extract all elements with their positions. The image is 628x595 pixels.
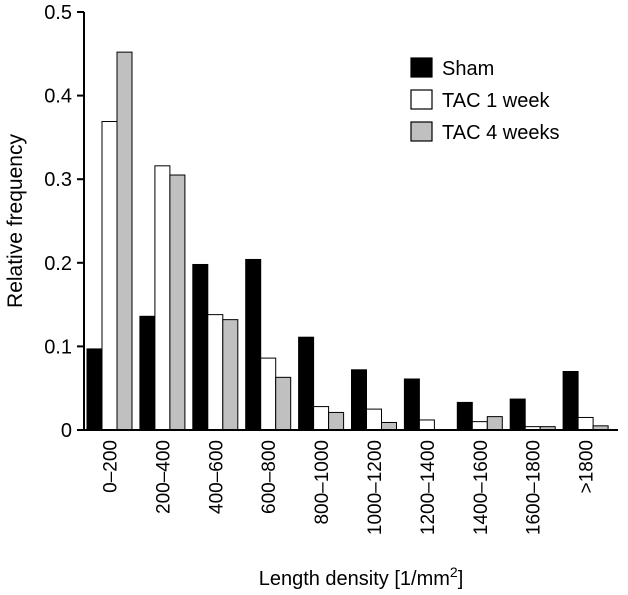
x-ticks-group: 0–200 200–400 400–600 600–800 800–1000 1000–1…	[101, 440, 598, 535]
bar-tac-4-weeks-0	[116, 51, 133, 431]
legend-swatch-tac-1-week	[410, 89, 433, 110]
x-tick-label: 1000–1200	[365, 440, 386, 535]
bar-sham-1	[139, 315, 156, 431]
x-tick-label: 400–600	[206, 440, 227, 514]
bar-sham-9	[562, 370, 579, 431]
y-ticks-group: 0 0.1 0.2 0.3 0.4 0.5	[44, 2, 84, 442]
legend-label-tac-4-weeks: TAC 4 weeks	[442, 122, 559, 144]
bar-tac-1-week-4	[313, 406, 330, 431]
y-tick-label: 0.1	[44, 336, 72, 358]
y-axis-label: Relative frequency	[4, 134, 27, 308]
bar-tac-1-week-9	[577, 416, 594, 431]
bar-tac-1-week-2	[207, 314, 224, 431]
bars-group	[86, 51, 609, 431]
x-axis-label: Length density [1/mm2]	[259, 564, 464, 590]
bar-tac-1-week-0	[101, 121, 118, 431]
legend-label-sham: Sham	[442, 58, 494, 80]
bar-sham-3	[245, 258, 262, 431]
legend-swatch-tac-4-weeks	[410, 121, 433, 142]
bar-sham-8	[509, 398, 526, 431]
legend-swatch-sham	[410, 57, 433, 78]
bar-sham-6	[403, 378, 420, 431]
y-tick-label: 0.5	[44, 2, 72, 24]
x-axis-label-close: ]	[458, 568, 464, 590]
bar-sham-0	[86, 348, 103, 431]
y-tick-label: 0.4	[44, 86, 72, 108]
axes-group	[83, 12, 618, 431]
bar-tac-4-weeks-4	[328, 411, 345, 431]
y-tick-label: 0.3	[44, 169, 72, 191]
x-axis-label-superscript: 2	[450, 564, 458, 580]
y-tick-label: 0.2	[44, 253, 72, 275]
bar-tac-4-weeks-1	[169, 174, 186, 431]
bar-sham-4	[298, 336, 315, 431]
bar-tac-1-week-7	[471, 421, 488, 431]
bar-tac-1-week-3	[260, 357, 277, 431]
x-tick-label: 200–400	[153, 440, 174, 514]
legend: Sham TAC 1 week TAC 4 weeks	[410, 57, 559, 144]
x-tick-label: 0–200	[101, 440, 122, 493]
bar-tac-1-week-6	[418, 419, 435, 431]
x-tick-label: 1600–1800	[524, 440, 545, 535]
bar-sham-7	[456, 401, 473, 431]
bar-tac-1-week-5	[366, 408, 382, 431]
x-tick-label: 800–1000	[312, 440, 333, 525]
bar-tac-1-week-1	[154, 165, 171, 431]
bar-sham-2	[192, 263, 209, 431]
x-axis-label-main: Length density [1/mm	[259, 568, 450, 590]
bar-tac-4-weeks-5	[381, 421, 397, 431]
x-tick-label: >1800	[577, 440, 598, 493]
bar-tac-4-weeks-7	[486, 416, 503, 431]
x-tick-label: 1200–1400	[418, 440, 439, 535]
legend-label-tac-1-week: TAC 1 week	[442, 90, 550, 112]
x-tick-label: 600–800	[259, 440, 280, 514]
bar-tac-4-weeks-2	[222, 319, 239, 431]
bar-sham-5	[351, 369, 367, 431]
x-tick-label: 1400–1600	[471, 440, 492, 535]
bar-tac-4-weeks-3	[275, 376, 292, 431]
y-tick-label: 0	[61, 420, 72, 442]
